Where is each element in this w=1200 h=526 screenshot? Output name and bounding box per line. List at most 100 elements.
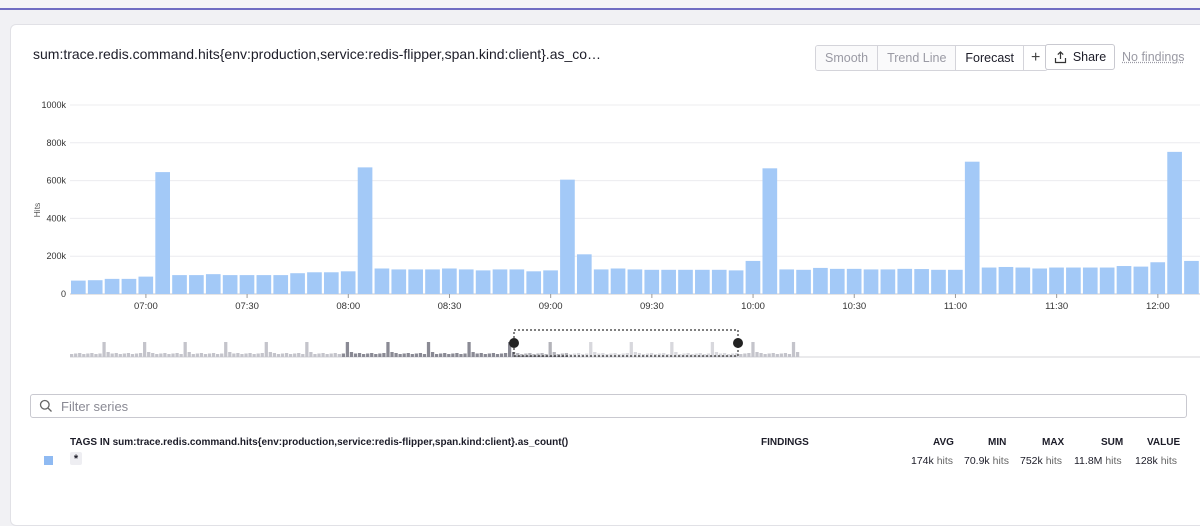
chart-bar[interactable] xyxy=(880,269,896,294)
sum-column-header[interactable]: SUM xyxy=(1101,437,1124,448)
chart-bar[interactable] xyxy=(239,275,255,294)
chart-bar[interactable] xyxy=(964,161,980,294)
chart-bar[interactable] xyxy=(1099,267,1115,294)
forecast-button[interactable]: Forecast xyxy=(956,46,1025,70)
overview-bar xyxy=(199,353,204,357)
chart-bar[interactable] xyxy=(695,269,710,294)
chart-bar[interactable] xyxy=(374,268,390,294)
overview-bar xyxy=(710,342,715,357)
chart-bar[interactable] xyxy=(121,278,137,294)
value-column-header[interactable]: VALUE xyxy=(1147,437,1181,448)
chart-bar[interactable] xyxy=(813,267,828,294)
chart-bar[interactable] xyxy=(998,266,1014,294)
chart-bar[interactable] xyxy=(256,275,272,294)
overview-bar xyxy=(795,352,800,357)
chart-bar[interactable] xyxy=(391,269,407,294)
chart-bar[interactable] xyxy=(526,271,542,294)
overview-bar xyxy=(70,354,74,357)
chart-bar[interactable] xyxy=(644,269,660,294)
y-axis-label: Hits xyxy=(32,203,42,218)
chart-bar[interactable] xyxy=(87,280,103,294)
filter-series-input[interactable] xyxy=(59,397,1063,415)
chart-bar[interactable] xyxy=(610,268,626,294)
chart-bar[interactable] xyxy=(189,275,204,294)
chart-bar[interactable] xyxy=(509,269,525,294)
overview-selection-window[interactable] xyxy=(513,329,739,357)
filter-series-input-box[interactable] xyxy=(30,394,1187,418)
chart-bar[interactable] xyxy=(678,269,693,294)
overview-bar xyxy=(743,353,747,357)
share-button[interactable]: Share xyxy=(1045,44,1115,70)
chart-bar[interactable] xyxy=(1133,266,1149,294)
chart-bar[interactable] xyxy=(340,271,356,294)
chart-bar[interactable] xyxy=(762,168,778,294)
chart-bar[interactable] xyxy=(576,254,592,294)
chart-bar[interactable] xyxy=(425,269,440,294)
overview-bar xyxy=(475,353,479,357)
add-function-button[interactable]: + xyxy=(1024,46,1048,70)
chart-bar[interactable] xyxy=(661,269,676,294)
overview-bar xyxy=(430,352,435,357)
chart-bar[interactable] xyxy=(458,269,474,294)
chart-bar[interactable] xyxy=(897,268,913,294)
chart-bar[interactable] xyxy=(1150,262,1166,294)
chart-bar[interactable] xyxy=(779,269,795,294)
overview-bar xyxy=(649,353,654,357)
series-tag[interactable]: * xyxy=(70,452,82,465)
chart-bar[interactable] xyxy=(1184,260,1199,294)
overview-bar xyxy=(325,354,329,357)
chart-bar[interactable] xyxy=(290,273,305,294)
min-column-header[interactable]: MIN xyxy=(988,437,1007,448)
chart-bar[interactable] xyxy=(357,167,373,294)
chart-bar[interactable] xyxy=(222,275,238,294)
chart-bar[interactable] xyxy=(863,269,879,294)
overview-right-handle[interactable] xyxy=(733,338,743,348)
max-column-header[interactable]: MAX xyxy=(1042,437,1065,448)
chart-bar[interactable] xyxy=(1049,267,1064,294)
chart-bar[interactable] xyxy=(273,275,289,294)
chart-bar[interactable] xyxy=(155,172,170,294)
chart-bar[interactable] xyxy=(307,272,322,294)
chart-bar[interactable] xyxy=(745,260,761,294)
overview-left-handle[interactable] xyxy=(509,338,519,348)
chart-bar[interactable] xyxy=(931,269,946,294)
chart-bar[interactable] xyxy=(408,269,423,294)
chart-bar[interactable] xyxy=(981,267,997,294)
chart-bar[interactable] xyxy=(492,269,508,294)
overview-bar xyxy=(560,353,564,357)
avg-column-header[interactable]: AVG xyxy=(933,437,954,448)
overview-bar xyxy=(244,353,248,357)
no-findings-link[interactable]: No findings xyxy=(1122,50,1185,64)
chart-bar[interactable] xyxy=(104,278,120,294)
chart-bar[interactable] xyxy=(138,276,154,294)
chart-bar[interactable] xyxy=(627,269,643,294)
chart-bar[interactable] xyxy=(593,269,609,294)
chart-bar[interactable] xyxy=(71,280,86,294)
chart-bar[interactable] xyxy=(711,269,727,294)
chart-bar[interactable] xyxy=(1066,267,1081,294)
chart-bar[interactable] xyxy=(1167,151,1182,294)
chart-bar[interactable] xyxy=(560,179,575,294)
smooth-button[interactable]: Smooth xyxy=(816,46,879,70)
chart-bar[interactable] xyxy=(543,270,558,294)
chart-bar[interactable] xyxy=(1015,267,1031,294)
chart-bar[interactable] xyxy=(172,275,187,294)
chart-bar[interactable] xyxy=(728,270,744,294)
trend-line-button[interactable]: Trend Line xyxy=(878,46,957,70)
overview-bar xyxy=(337,354,341,357)
chart-bar[interactable] xyxy=(829,268,845,294)
chart-bar[interactable] xyxy=(948,269,963,294)
overview-bar xyxy=(771,353,775,357)
chart-bar[interactable] xyxy=(323,272,339,294)
chart-bar[interactable] xyxy=(1116,266,1132,294)
chart-bar[interactable] xyxy=(1082,267,1098,294)
chart-bar[interactable] xyxy=(442,268,457,294)
chart-bar[interactable] xyxy=(205,274,221,294)
chart-bar[interactable] xyxy=(796,269,811,294)
overview-bar xyxy=(138,353,143,357)
chart-bar[interactable] xyxy=(914,269,929,294)
chart-bar[interactable] xyxy=(846,268,862,294)
chart-bar[interactable] xyxy=(1032,268,1048,294)
overview-bar xyxy=(508,342,512,357)
chart-bar[interactable] xyxy=(475,270,491,294)
